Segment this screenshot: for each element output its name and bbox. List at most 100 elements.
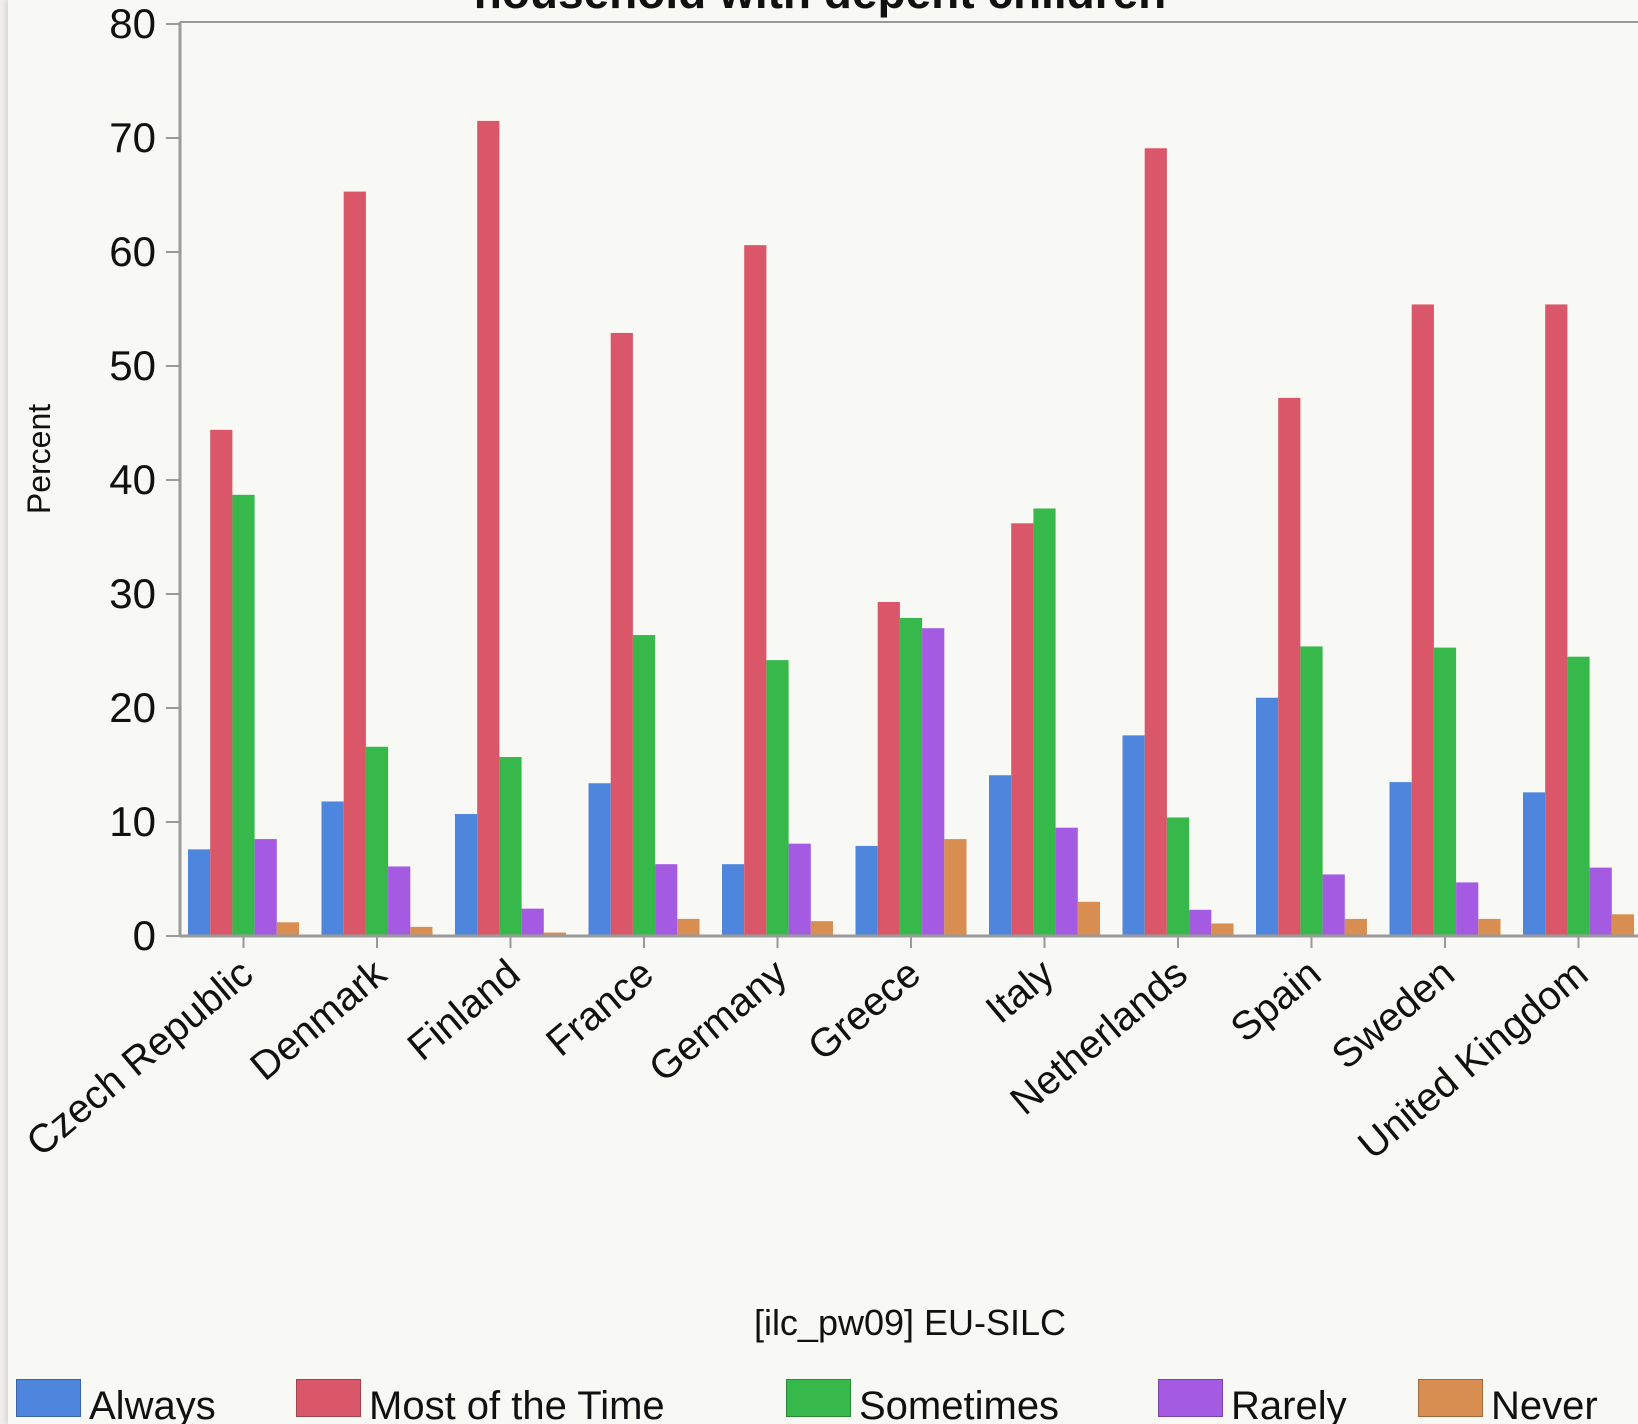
legend-swatch-most-of-the-time: [296, 1379, 361, 1417]
bar-finland-rarely: [521, 908, 544, 936]
bar-group-united-kingdom: [1523, 304, 1634, 936]
bar-greece-never: [944, 839, 967, 936]
y-tick-label-0: 0: [133, 912, 156, 959]
bar-czech-republic-always: [188, 849, 211, 936]
legend-swatch-rarely: [1158, 1379, 1223, 1417]
bar-italy-always: [989, 775, 1012, 936]
bar-spain-never: [1344, 918, 1367, 936]
bar-italy-never: [1077, 901, 1100, 936]
bar-group-sweden: [1389, 304, 1501, 936]
legend-label-never: Never: [1491, 1384, 1598, 1424]
bar-czech-republic-sometimes: [232, 494, 255, 936]
bar-czech-republic-never: [276, 922, 299, 936]
y-tick-label-30: 30: [109, 570, 156, 617]
bar-netherlands-sometimes: [1166, 817, 1190, 936]
chart-title: household with depent children: [474, 0, 1167, 18]
y-tick-label-10: 10: [109, 798, 156, 845]
bar-group-greece: [855, 601, 967, 936]
bar-united-kingdom-most-of-the-time: [1545, 304, 1568, 936]
x-tick-label-italy: Italy: [978, 951, 1062, 1032]
bar-spain-always: [1256, 697, 1279, 936]
bar-netherlands-never: [1211, 923, 1234, 936]
x-tick-label-france: France: [538, 951, 662, 1065]
bar-sweden-most-of-the-time: [1411, 304, 1434, 936]
bar-spain-most-of-the-time: [1278, 397, 1301, 936]
bar-italy-rarely: [1055, 827, 1078, 936]
bar-spain-rarely: [1322, 874, 1345, 936]
bar-greece-sometimes: [899, 617, 923, 936]
bar-group-germany: [722, 245, 833, 936]
bar-france-always: [588, 783, 611, 936]
bar-denmark-most-of-the-time: [343, 191, 366, 936]
bar-germany-always: [722, 864, 745, 936]
bar-finland-most-of-the-time: [477, 120, 500, 936]
bar-group-netherlands: [1122, 148, 1234, 936]
bar-denmark-rarely: [388, 866, 411, 936]
bar-czech-republic-rarely: [254, 839, 277, 936]
bar-denmark-always: [321, 801, 344, 936]
bar-italy-most-of-the-time: [1011, 523, 1034, 936]
bar-france-most-of-the-time: [610, 332, 633, 936]
y-tick-label-20: 20: [109, 684, 156, 731]
bar-greece-most-of-the-time: [877, 601, 900, 936]
bar-finland-sometimes: [499, 757, 522, 936]
bars-layer: [188, 120, 1634, 936]
chart-panel: [8, 0, 1638, 1424]
bar-group-spain: [1256, 397, 1367, 936]
bar-finland-never: [543, 932, 566, 936]
bar-sweden-sometimes: [1433, 647, 1457, 936]
bar-united-kingdom-always: [1523, 792, 1546, 936]
x-tick-label-denmark: Denmark: [242, 951, 395, 1090]
x-tick-label-finland: Finland: [399, 951, 528, 1069]
bar-group-finland: [455, 120, 566, 936]
legend-label-sometimes: Sometimes: [859, 1384, 1060, 1424]
legend-label-most-of-the-time: Most of the Time: [369, 1384, 665, 1424]
bar-group-france: [588, 332, 700, 936]
bar-spain-sometimes: [1300, 646, 1323, 936]
bar-group-italy: [989, 508, 1100, 936]
bar-germany-never: [810, 921, 833, 936]
x-tick-label-germany: Germany: [641, 951, 795, 1090]
x-tick-label-czech-republic: Czech Republic: [18, 951, 261, 1165]
bar-netherlands-always: [1122, 735, 1145, 936]
bar-greece-rarely: [922, 628, 945, 936]
y-tick-label-60: 60: [109, 228, 156, 275]
y-tick-label-40: 40: [109, 456, 156, 503]
bar-greece-always: [855, 845, 878, 936]
bar-sweden-never: [1478, 918, 1501, 936]
x-tick-label-united-kingdom: United Kingdom: [1350, 951, 1596, 1168]
bar-group-denmark: [321, 191, 433, 936]
x-axis-label: [ilc_pw09] EU-SILC: [754, 1302, 1066, 1343]
bar-france-sometimes: [632, 635, 656, 936]
bar-united-kingdom-rarely: [1589, 867, 1612, 936]
legend-label-always: Always: [89, 1384, 216, 1424]
x-tick-label-greece: Greece: [800, 951, 929, 1069]
bar-czech-republic-most-of-the-time: [210, 429, 233, 936]
y-tick-label-80: 80: [109, 0, 156, 47]
bar-france-never: [677, 918, 700, 936]
y-tick-label-70: 70: [109, 114, 156, 161]
x-tick-label-spain: Spain: [1223, 951, 1330, 1050]
bar-italy-sometimes: [1033, 508, 1056, 936]
bar-denmark-sometimes: [365, 746, 389, 936]
bar-sweden-always: [1389, 782, 1412, 936]
legend-swatch-always: [16, 1379, 81, 1417]
bar-group-czech-republic: [188, 429, 299, 936]
y-axis-label: Percent: [21, 404, 57, 514]
bar-germany-sometimes: [766, 660, 789, 936]
bar-france-rarely: [655, 864, 678, 936]
title-layer: household with depent children: [474, 0, 1167, 18]
legend-swatch-sometimes: [786, 1379, 851, 1417]
bar-denmark-never: [410, 926, 433, 936]
bar-united-kingdom-sometimes: [1567, 656, 1590, 936]
legend: Always Most of the Time Sometimes Rarely Nev…: [16, 1376, 1638, 1424]
bar-netherlands-most-of-the-time: [1144, 148, 1167, 936]
legend-swatch-never: [1418, 1379, 1483, 1417]
bar-netherlands-rarely: [1189, 909, 1212, 936]
bar-sweden-rarely: [1456, 882, 1479, 936]
bar-germany-rarely: [788, 843, 811, 936]
bar-united-kingdom-never: [1611, 914, 1634, 936]
